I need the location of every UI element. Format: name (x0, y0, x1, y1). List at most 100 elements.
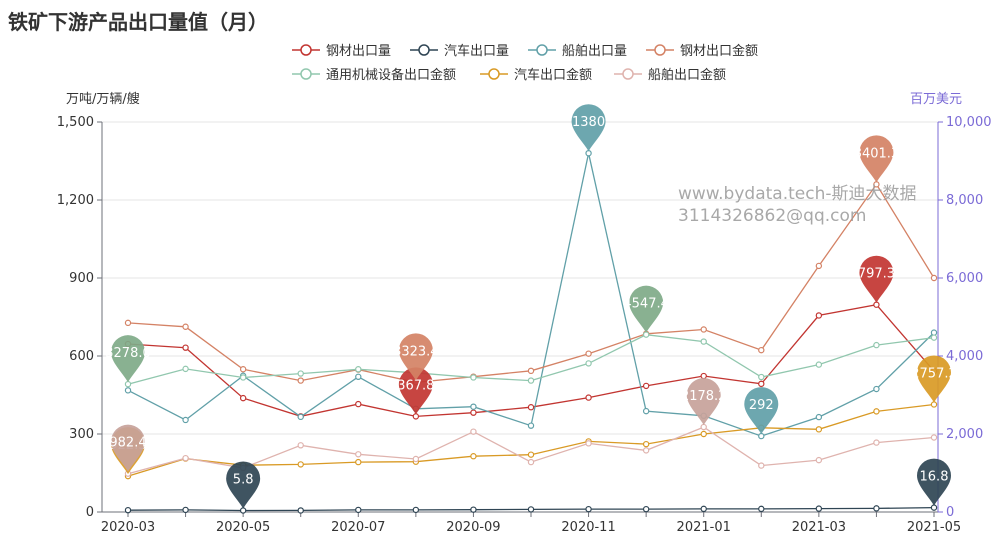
data-point (585, 350, 592, 357)
data-point (297, 507, 304, 514)
series-line-4 (127, 334, 935, 385)
legend-swatch (410, 43, 438, 56)
data-point (470, 403, 477, 410)
pin-marker-label: 16.8 (920, 470, 949, 485)
pin-marker (398, 367, 433, 415)
data-point (758, 380, 765, 388)
data-point (239, 366, 247, 373)
data-point (930, 329, 938, 336)
data-point (124, 387, 132, 394)
data-point (412, 506, 420, 514)
data-point (355, 506, 362, 514)
data-point (758, 432, 765, 440)
legend-label: 钢材出口金额 (680, 44, 759, 59)
pin-marker (398, 333, 433, 381)
data-point (758, 346, 765, 354)
data-point (873, 301, 880, 308)
legend-swatch (292, 43, 320, 56)
pin-marker-label: 8401.3 (854, 146, 900, 161)
pin-marker (111, 424, 145, 472)
legend-item[interactable]: 钢材出口量 (292, 40, 391, 59)
legend-swatch (614, 67, 642, 80)
pin-marker-label: 4547.4 (623, 297, 669, 312)
data-point (412, 455, 420, 463)
data-point (239, 394, 247, 402)
data-point (642, 447, 650, 454)
data-point (412, 413, 420, 420)
data-point (700, 338, 707, 345)
data-point (873, 408, 880, 415)
data-point (873, 439, 880, 446)
data-point (758, 505, 765, 513)
y-tick-label-right: 10,000 (946, 115, 992, 130)
data-point (527, 506, 535, 513)
data-point (239, 374, 247, 381)
legend-item[interactable]: 汽车出口量 (410, 40, 509, 59)
data-point (815, 505, 823, 512)
data-point (642, 407, 650, 415)
legend-swatch (480, 67, 508, 80)
pin-marker-label: 797.3 (858, 267, 895, 282)
watermark-line-2: 3114326862@qq.com (678, 206, 867, 226)
data-point (527, 367, 535, 375)
watermark-line-1: www.bydata.tech-斯迪大数据 (678, 184, 917, 204)
y-tick-label-left: 900 (69, 271, 94, 286)
data-point (930, 504, 938, 511)
legend-item[interactable]: 通用机械设备出口金额 (292, 64, 456, 83)
y-tick-label-right: 6,000 (946, 271, 983, 286)
legend-item[interactable]: 船舶出口金额 (614, 64, 726, 83)
data-point (297, 413, 304, 421)
pin-marker (226, 461, 261, 509)
legend-item[interactable]: 钢材出口金额 (646, 40, 758, 59)
data-point (585, 440, 592, 447)
pin-marker (629, 285, 664, 333)
pin-marker (859, 255, 894, 303)
data-point (182, 365, 189, 373)
x-tick-label: 2020-07 (331, 520, 385, 535)
data-point (930, 434, 938, 441)
pin-marker-label: 2178.2 (681, 389, 727, 404)
x-tick-label: 2021-05 (907, 520, 961, 535)
y-tick-label-left: 300 (69, 427, 94, 442)
y-tick-label-right: 0 (946, 505, 954, 520)
legend-label: 钢材出口量 (326, 44, 392, 59)
x-tick-label: 2020-09 (446, 520, 500, 535)
data-point (470, 453, 477, 460)
data-point (585, 394, 592, 401)
pin-marker-label: 2757.2 (911, 366, 957, 381)
chart-legend: 钢材出口量 汽车出口量 船舶出口量 钢材出口金额通用机械设备出口金额 汽车出口金额 船舶出… (0, 40, 1000, 92)
data-point (700, 505, 707, 513)
data-point (355, 366, 362, 373)
data-point (527, 422, 535, 429)
pin-marker-label: 5.8 (233, 472, 254, 487)
y-tick-label-left: 600 (69, 349, 94, 364)
data-point (815, 262, 823, 270)
data-point (642, 382, 650, 390)
legend-swatch (292, 67, 320, 80)
left-axis-unit: 万吨/万辆/艘 (66, 92, 140, 107)
data-point (297, 461, 304, 468)
data-point (297, 370, 304, 377)
data-point (470, 409, 477, 416)
data-point (527, 458, 535, 466)
pin-marker (111, 335, 145, 383)
data-point (700, 423, 707, 431)
data-point (297, 377, 304, 384)
y-tick-label-left: 1,200 (57, 193, 94, 208)
data-point (873, 385, 880, 393)
watermark: www.bydata.tech-斯迪大数据 3114326862@qq.com (678, 183, 916, 227)
x-tick-label: 2020-03 (101, 520, 155, 535)
data-point (182, 506, 189, 514)
pin-marker-label: 1380 (572, 115, 605, 130)
data-point (527, 377, 535, 384)
legend-item[interactable]: 船舶出口量 (528, 40, 627, 59)
data-point (930, 334, 938, 341)
data-point (930, 274, 938, 282)
data-point (642, 440, 650, 448)
data-point (815, 312, 823, 319)
data-point (470, 428, 477, 435)
legend-item[interactable]: 汽车出口金额 (480, 64, 592, 83)
y-tick-label-right: 2,000 (946, 427, 983, 442)
pin-marker (859, 135, 894, 183)
data-point (239, 507, 247, 514)
